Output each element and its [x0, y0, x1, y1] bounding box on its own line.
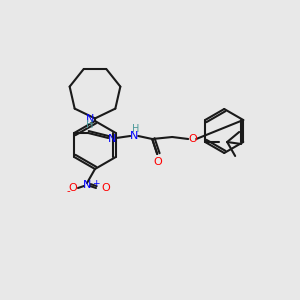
Text: O: O [154, 157, 163, 167]
Text: H: H [131, 124, 139, 134]
Text: O: O [102, 183, 110, 193]
Text: N: N [83, 180, 91, 190]
Text: N: N [86, 114, 94, 124]
Text: +: + [92, 179, 100, 188]
Text: O: O [189, 134, 198, 144]
Text: -: - [66, 186, 70, 196]
Text: N: N [108, 134, 116, 144]
Text: N: N [130, 131, 138, 141]
Text: O: O [69, 183, 77, 193]
Text: H: H [85, 120, 93, 130]
